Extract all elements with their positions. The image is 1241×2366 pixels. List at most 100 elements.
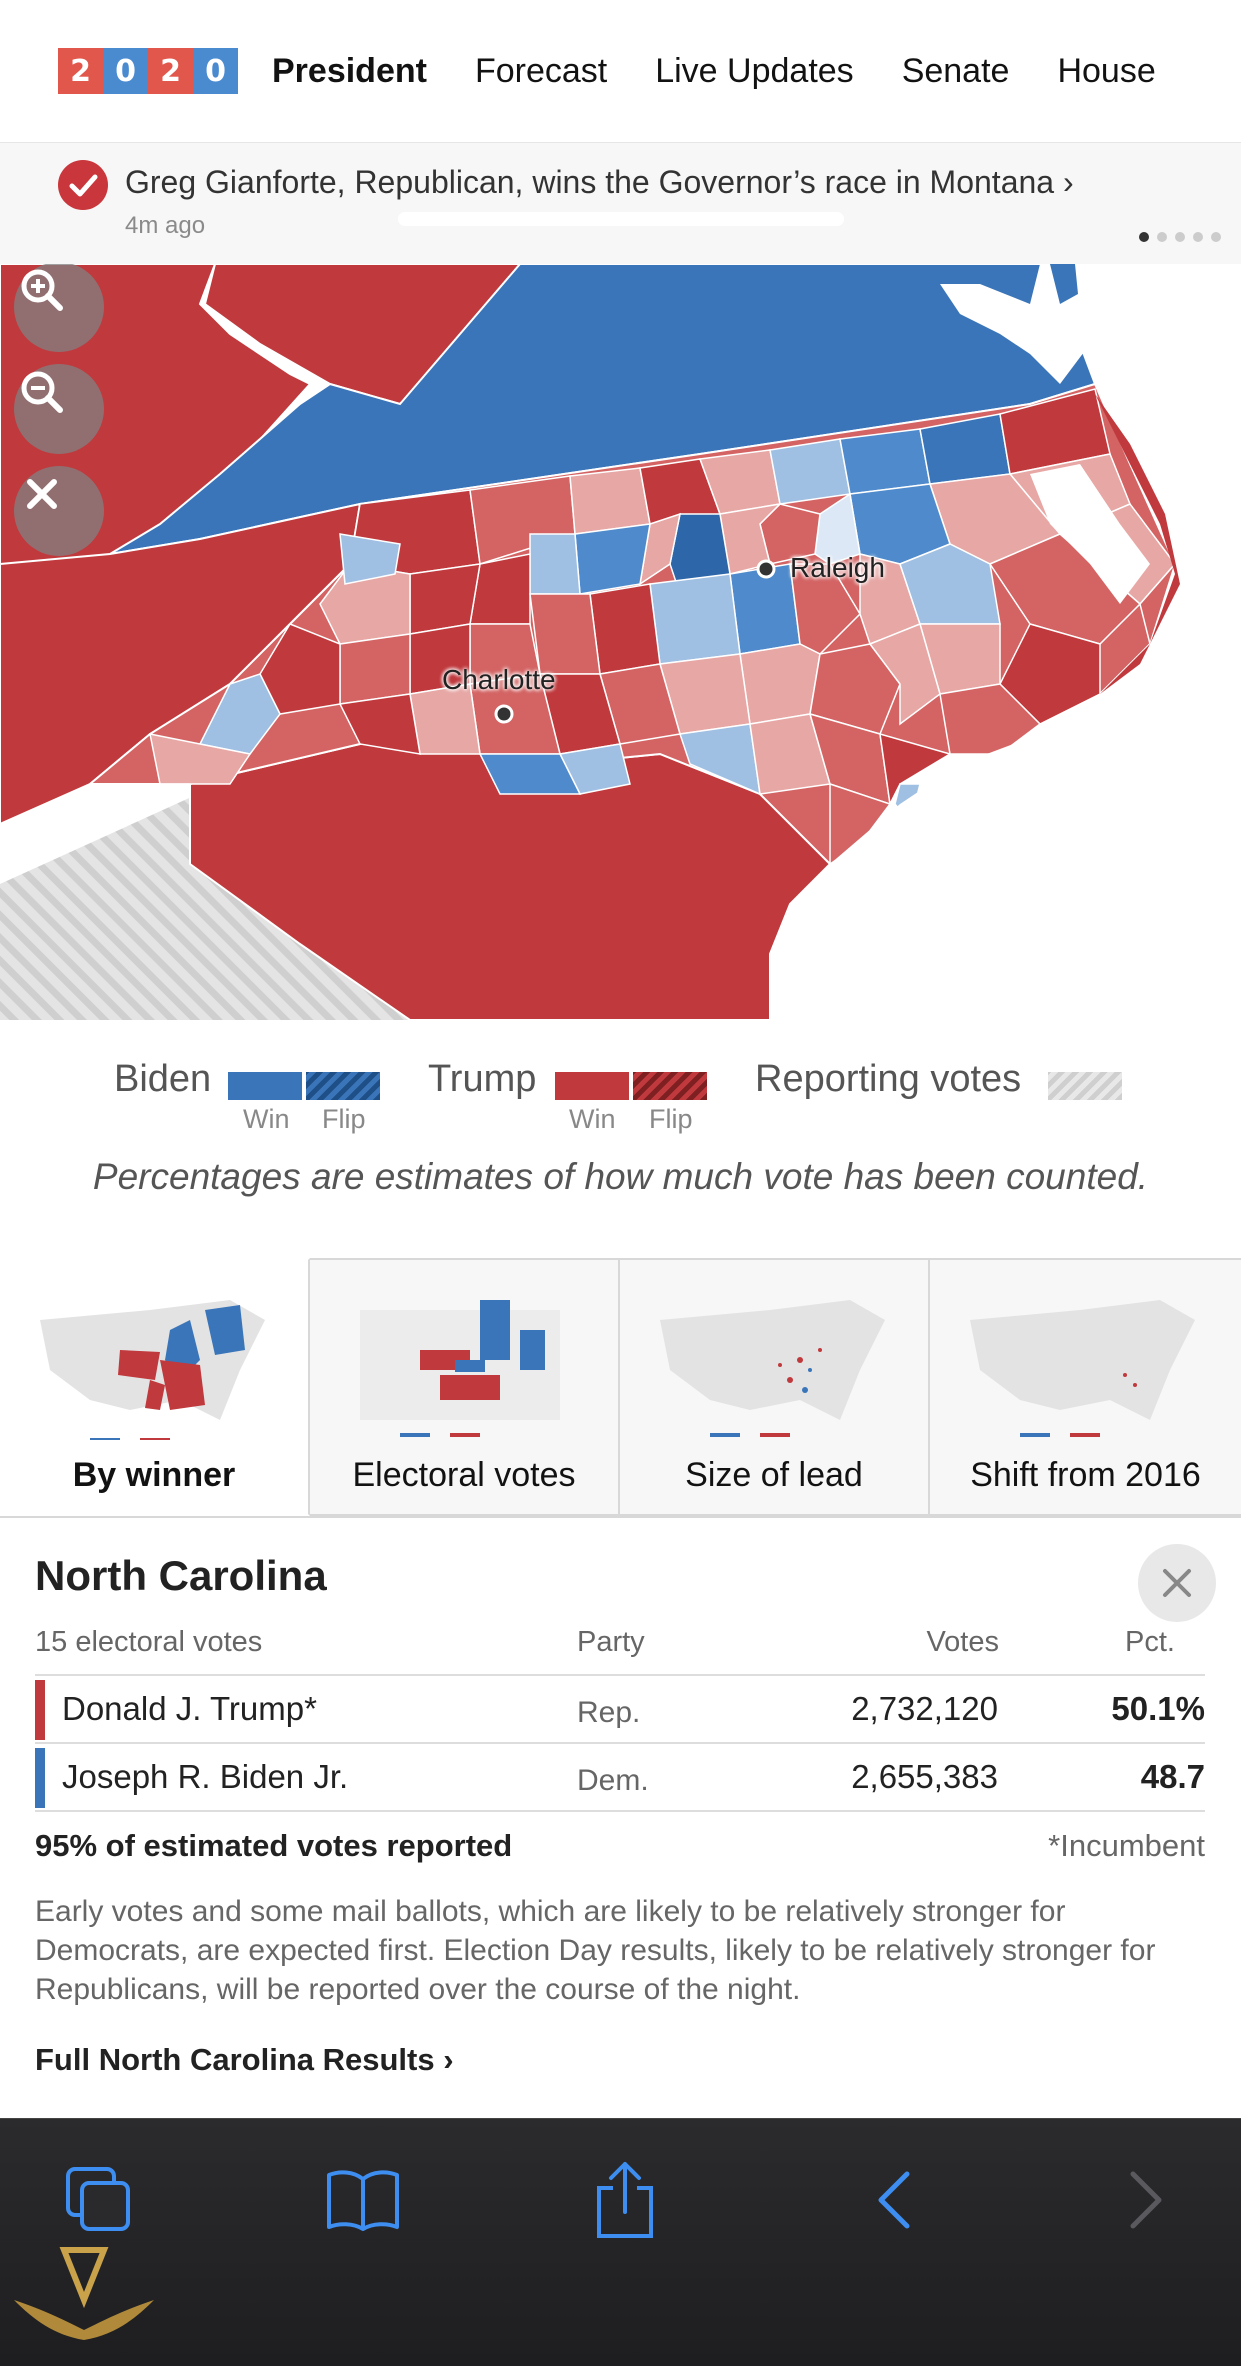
candidate-name: Joseph R. Biden Jr. <box>62 1758 349 1795</box>
ticker-headline[interactable]: Greg Gianforte, Republican, wins the Gov… <box>125 164 1074 200</box>
candidate-party: Dem. <box>577 1764 649 1797</box>
pagination-dot[interactable] <box>1193 232 1203 242</box>
logo-digit: 0 <box>193 48 238 94</box>
city-label-charlotte: Charlotte <box>442 664 556 695</box>
ticker-pagination[interactable] <box>1139 232 1221 242</box>
legend-trump-label: Trump <box>428 1058 537 1100</box>
tab-electoral-votes[interactable]: Electoral votes <box>310 1258 620 1516</box>
browser-toolbar <box>0 2118 1241 2366</box>
nav-link-house[interactable]: House <box>1057 51 1156 90</box>
reset-map-button[interactable] <box>14 466 104 556</box>
results-description: Early votes and some mail ballots, which… <box>35 1895 1156 2006</box>
zoom-out-icon <box>21 371 63 413</box>
charlotte-marker <box>494 704 514 724</box>
header-party: Party <box>577 1626 645 1658</box>
zoom-in-button[interactable] <box>14 264 104 352</box>
party-color-bar <box>35 1748 45 1808</box>
pagination-dot[interactable] <box>1139 232 1149 242</box>
bookmarks-button[interactable] <box>318 2155 408 2245</box>
legend-biden-label: Biden <box>114 1058 212 1100</box>
zoom-in-icon <box>21 269 63 311</box>
nav-link-president[interactable]: President <box>272 51 427 90</box>
party-color-bar <box>35 1680 45 1740</box>
share-icon <box>597 2162 653 2238</box>
table-row: Donald J. Trump* Rep. 2,732,120 50.1% <box>35 1674 1205 1742</box>
tab-label: Size of lead <box>685 1456 863 1494</box>
pagination-dot[interactable] <box>1211 232 1221 242</box>
shift-thumbnail <box>970 1300 1195 1437</box>
divider <box>35 1810 1205 1812</box>
header-votes: Votes <box>926 1626 999 1658</box>
legend-win-label: Win <box>243 1104 290 1134</box>
legend-trump-win-swatch <box>555 1072 629 1100</box>
logo-digit: 2 <box>58 48 103 94</box>
candidate-pct: 48.7 <box>1140 1758 1205 1795</box>
tab-shift-from-2016[interactable]: Shift from 2016 <box>930 1258 1241 1516</box>
share-button[interactable] <box>580 2155 670 2245</box>
candidate-party: Rep. <box>577 1696 641 1729</box>
size-of-lead-thumbnail <box>660 1300 885 1437</box>
electoral-grid-thumbnail <box>360 1300 560 1437</box>
nav-link-live-updates[interactable]: Live Updates <box>655 51 854 90</box>
logo-digit: 2 <box>148 48 193 94</box>
forward-icon <box>1130 2171 1162 2229</box>
us-map-winner-thumbnail <box>40 1300 265 1440</box>
bookmarks-icon <box>327 2170 399 2231</box>
legend-win-label: Win <box>569 1104 616 1134</box>
close-icon <box>27 479 57 509</box>
election-2020-logo[interactable]: 2 0 2 0 <box>58 48 238 94</box>
back-icon <box>878 2171 910 2229</box>
legend-flip-label: Flip <box>322 1104 366 1134</box>
header-pct: Pct. <box>1125 1626 1175 1658</box>
top-nav: 2 0 2 0 President Forecast Live Updates … <box>0 0 1241 142</box>
votes-reported: 95% of estimated votes reported <box>35 1828 513 1863</box>
back-button[interactable] <box>848 2155 938 2245</box>
ticker-timestamp: 4m ago <box>125 212 206 239</box>
table-row: Joseph R. Biden Jr. Dem. 2,655,383 48.7 <box>35 1742 1205 1810</box>
pagination-dot[interactable] <box>1157 232 1167 242</box>
tab-label: By winner <box>72 1456 236 1494</box>
home-indicator[interactable] <box>398 212 844 226</box>
incumbent-note: *Incumbent <box>1048 1828 1205 1863</box>
state-name: North Carolina <box>35 1552 327 1599</box>
city-label-raleigh: Raleigh <box>790 552 885 583</box>
news-ticker[interactable] <box>0 142 1241 264</box>
map-view-tabs: By winner Electoral votes Size of lead <box>0 1258 1241 1516</box>
pagination-dot[interactable] <box>1175 232 1185 242</box>
forward-button[interactable] <box>1102 2155 1192 2245</box>
state-results-panel: North Carolina 15 electoral votes Party … <box>0 1516 1241 2118</box>
tab-by-winner[interactable]: By winner <box>0 1258 310 1516</box>
legend-flip-label: Flip <box>649 1104 693 1134</box>
close-results-button[interactable] <box>1138 1544 1216 1622</box>
candidate-votes: 2,655,383 <box>851 1758 998 1795</box>
candidate-pct: 50.1% <box>1111 1690 1205 1727</box>
raleigh-marker <box>756 559 776 579</box>
legend-reporting-swatch <box>1048 1072 1122 1100</box>
north-carolina-county-map[interactable] <box>0 264 1241 1020</box>
map-legend: Biden Win Flip Trump Win Flip Reporting … <box>0 1050 1241 1140</box>
logo-digit: 0 <box>103 48 148 94</box>
chesapeake-bay <box>940 264 1090 384</box>
delmarva <box>1050 264 1078 304</box>
full-results-link[interactable]: Full North Carolina Results › <box>35 2042 454 2077</box>
tab-label: Electoral votes <box>352 1456 576 1494</box>
estimate-note: Percentages are estimates of how much vo… <box>92 1156 1149 1197</box>
check-icon <box>58 160 108 210</box>
electoral-votes-count: 15 electoral votes <box>35 1626 263 1658</box>
tab-size-of-lead[interactable]: Size of lead <box>620 1258 930 1516</box>
legend-trump-flip-swatch <box>633 1072 707 1100</box>
close-icon <box>1163 1569 1191 1597</box>
pamlico-sound <box>1030 464 1150 604</box>
nav-link-senate[interactable]: Senate <box>901 51 1010 90</box>
forum-watermark-logo <box>14 2247 154 2340</box>
atlantic-coast <box>770 624 1241 1020</box>
county-map[interactable]: Raleigh Charlotte <box>0 264 1241 1020</box>
candidate-votes: 2,732,120 <box>851 1690 998 1727</box>
zoom-out-button[interactable] <box>14 364 104 454</box>
state-georgia-reporting <box>0 784 410 1020</box>
legend-biden-flip-swatch <box>306 1072 380 1100</box>
nav-link-forecast[interactable]: Forecast <box>474 51 608 90</box>
tabs-button[interactable] <box>54 2155 144 2245</box>
tabs-icon <box>66 2167 130 2231</box>
candidate-name: Donald J. Trump* <box>62 1690 317 1727</box>
